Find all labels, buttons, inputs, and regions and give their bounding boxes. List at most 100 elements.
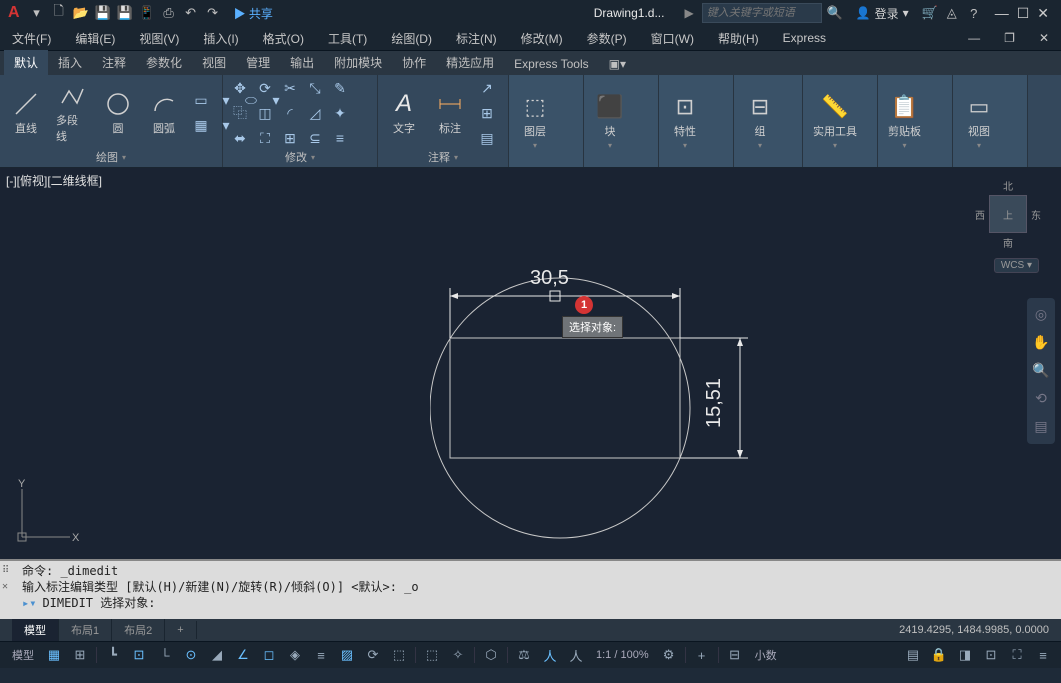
command-window[interactable]: ⠿✕ 命令: _dimedit 输入标注编辑类型 [默认(H)/新建(N)/旋转… — [0, 559, 1061, 619]
menu-window[interactable]: 窗口(W) — [651, 30, 694, 47]
copy-icon[interactable]: ⿻ — [229, 102, 251, 124]
array-icon[interactable]: ⊞ — [279, 127, 301, 149]
3d-icon[interactable]: ⬚ — [389, 645, 409, 665]
menu-draw[interactable]: 绘图(D) — [391, 30, 432, 47]
menu-dropdown-icon[interactable]: ▾ — [28, 4, 46, 22]
layout-add[interactable]: + — [165, 621, 196, 639]
iso2-icon[interactable]: ◨ — [955, 645, 975, 665]
saveas-icon[interactable]: 💾 — [116, 4, 134, 22]
hw-icon[interactable]: ⊡ — [981, 645, 1001, 665]
status-scale[interactable]: 1:1 / 100% — [592, 649, 653, 661]
ascale-icon[interactable]: 人 — [540, 645, 560, 665]
polyline-button[interactable]: 多段线 — [52, 80, 92, 146]
clean-icon[interactable]: ⛶ — [1007, 645, 1027, 665]
units-icon[interactable]: ⊟ — [725, 645, 745, 665]
lw-icon[interactable]: ≡ — [311, 645, 331, 665]
hatch-icon[interactable]: ▦ — [190, 115, 212, 137]
leader-icon[interactable]: ↗ — [476, 77, 498, 99]
arc-button[interactable]: 圆弧 — [144, 88, 184, 138]
help-icon[interactable]: ? — [965, 4, 983, 22]
layout-1[interactable]: 布局1 — [59, 619, 112, 641]
ascale2-icon[interactable]: 人 — [566, 645, 586, 665]
tab-expand-icon[interactable]: ▣▾ — [599, 53, 636, 75]
tab-parametric[interactable]: 参数化 — [136, 50, 192, 75]
grid-icon[interactable]: ▦ — [44, 645, 64, 665]
menu-format[interactable]: 格式(O) — [263, 30, 304, 47]
erase-icon[interactable]: ✎ — [329, 77, 351, 99]
doc-minimize-button[interactable]: — — [968, 31, 980, 45]
new-icon[interactable]: 🗋 — [50, 4, 68, 22]
explode-icon[interactable]: ✦ — [329, 102, 351, 124]
menu-dim[interactable]: 标注(N) — [456, 30, 497, 47]
maximize-button[interactable]: ☐ — [1017, 5, 1030, 22]
cmd-grip-icon[interactable]: ⠿✕ — [2, 563, 9, 595]
view-cube[interactable]: 北 西上东 南 — [973, 178, 1043, 248]
move-icon[interactable]: ✥ — [229, 77, 251, 99]
menu-express[interactable]: Express — [783, 31, 826, 45]
dyn-icon[interactable]: ⊡ — [129, 645, 149, 665]
doc-restore-button[interactable]: ❐ — [1004, 31, 1015, 45]
clip-button[interactable]: 📋剪贴板▾ — [884, 91, 925, 152]
tab-express[interactable]: Express Tools — [504, 53, 598, 75]
showmotion-icon[interactable]: ▤ — [1032, 418, 1050, 436]
trim-icon[interactable]: ✂ — [279, 77, 301, 99]
share-button[interactable]: ▶ 共享 — [226, 5, 281, 22]
cycle-icon[interactable]: ⟳ — [363, 645, 383, 665]
table-icon[interactable]: ⊞ — [476, 102, 498, 124]
menu-param[interactable]: 参数(P) — [587, 30, 627, 47]
align-icon[interactable]: ≡ — [329, 127, 351, 149]
group-button[interactable]: ⊟组▾ — [740, 91, 780, 152]
tab-view[interactable]: 视图 — [192, 50, 236, 75]
line-button[interactable]: 直线 — [6, 88, 46, 138]
status-model[interactable]: 模型 — [8, 647, 38, 663]
menu-view[interactable]: 视图(V) — [139, 30, 179, 47]
custom-icon[interactable]: ≡ — [1033, 645, 1053, 665]
transp-icon[interactable]: ▨ — [337, 645, 357, 665]
wcs-badge[interactable]: WCS ▾ — [994, 258, 1039, 273]
save-icon[interactable]: 💾 — [94, 4, 112, 22]
menu-insert[interactable]: 插入(I) — [203, 30, 238, 47]
ws-icon[interactable]: ⚙ — [659, 645, 679, 665]
dim-button[interactable]: 标注 — [430, 88, 470, 138]
qp-icon[interactable]: ▤ — [903, 645, 923, 665]
rect-icon[interactable]: ▭ — [190, 90, 212, 112]
view-button[interactable]: ▭视图▾ — [959, 91, 999, 152]
chamfer-icon[interactable]: ◿ — [304, 102, 326, 124]
fillet-icon[interactable]: ◜ — [279, 102, 301, 124]
polar-icon[interactable]: ⊙ — [181, 645, 201, 665]
status-units[interactable]: 小数 — [751, 647, 781, 663]
menu-modify[interactable]: 修改(M) — [521, 30, 563, 47]
minimize-button[interactable]: — — [995, 5, 1009, 22]
open-icon[interactable]: 📂 — [72, 4, 90, 22]
tab-collab[interactable]: 协作 — [392, 50, 436, 75]
offset-icon[interactable]: ⊆ — [304, 127, 326, 149]
infer-icon[interactable]: ┗ — [103, 645, 123, 665]
title-arrow-icon[interactable]: ▶ — [680, 6, 697, 20]
otrack-icon[interactable]: ∠ — [233, 645, 253, 665]
layout-2[interactable]: 布局2 — [112, 619, 165, 641]
ortho-icon[interactable]: └ — [155, 645, 175, 665]
amonitor-icon[interactable]: + — [692, 645, 712, 665]
search-icon[interactable]: 🔍 — [826, 4, 844, 22]
cmd-prompt[interactable]: ▸▾DIMEDIT 选择对象: — [22, 595, 1055, 611]
gizmo-icon[interactable]: ✧ — [448, 645, 468, 665]
mobile-icon[interactable]: 📱 — [138, 4, 156, 22]
lock-icon[interactable]: 🔒 — [929, 645, 949, 665]
extend-icon[interactable]: ⤡ — [304, 77, 326, 99]
menu-edit[interactable]: 编辑(E) — [75, 30, 115, 47]
orbit-icon[interactable]: ⟲ — [1032, 390, 1050, 408]
undo-icon[interactable]: ↶ — [182, 4, 200, 22]
tab-featured[interactable]: 精选应用 — [436, 50, 504, 75]
viewport-label[interactable]: [-][俯视][二维线框] — [6, 172, 102, 189]
osnap-icon[interactable]: ◻ — [259, 645, 279, 665]
sel-filter-icon[interactable]: ⬚ — [422, 645, 442, 665]
tab-default[interactable]: 默认 — [4, 50, 48, 75]
tab-manage[interactable]: 管理 — [236, 50, 280, 75]
close-button[interactable]: ✕ — [1037, 5, 1049, 22]
plot-icon[interactable]: ⎙ — [160, 4, 178, 22]
scale-icon[interactable]: ⛶ — [254, 127, 276, 149]
layout-model[interactable]: 模型 — [12, 619, 59, 641]
doc-close-button[interactable]: ✕ — [1039, 31, 1049, 45]
text-button[interactable]: A文字 — [384, 88, 424, 138]
cart-icon[interactable]: 🛒 — [921, 4, 939, 22]
